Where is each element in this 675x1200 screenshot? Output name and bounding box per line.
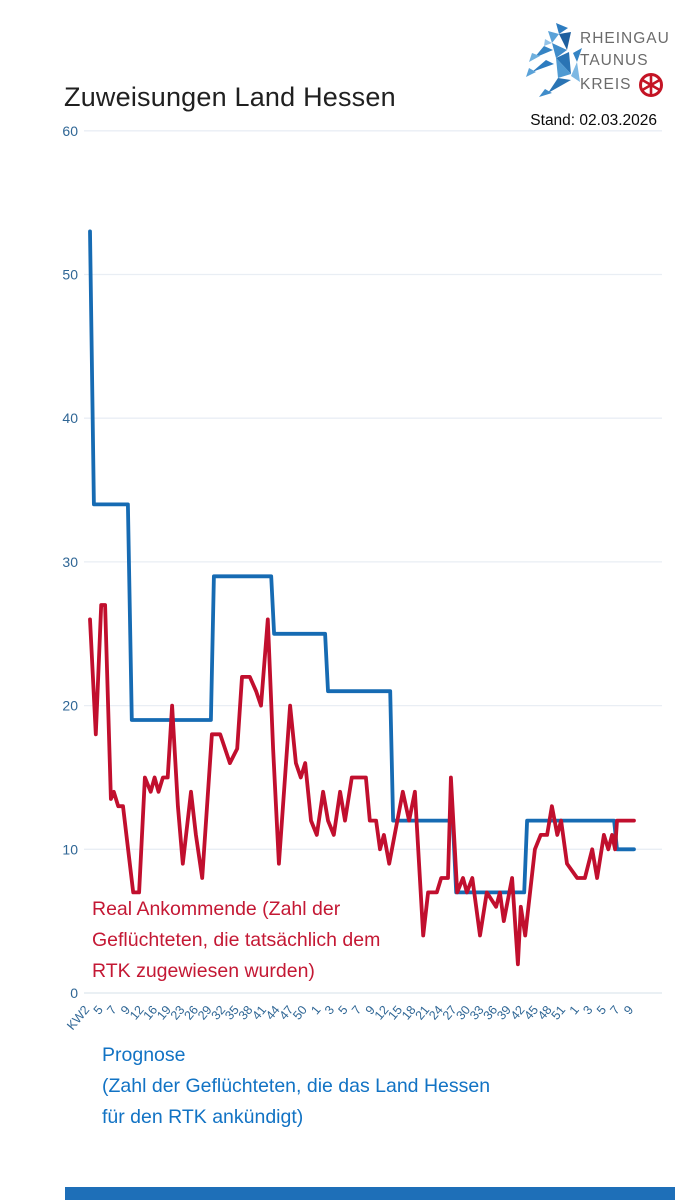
x-axis-tick-12: 12 bbox=[127, 1003, 147, 1023]
x-axis-tick-26: 26 bbox=[181, 1003, 201, 1023]
x-axis-tick-19: 19 bbox=[154, 1003, 174, 1023]
x-axis-tick-3: 3 bbox=[580, 1003, 595, 1017]
x-axis-tick-9: 9 bbox=[621, 1003, 636, 1017]
footer-bar bbox=[65, 1187, 675, 1200]
x-axis-tick-18: 18 bbox=[399, 1003, 419, 1023]
lion-emblem-icon bbox=[526, 23, 582, 97]
x-axis-tick-29: 29 bbox=[195, 1003, 215, 1023]
x-axis-tick-KW2: KW2 bbox=[64, 1003, 92, 1033]
legend-real-ankommende: Real Ankommende (Zahl der Geflüchteten, … bbox=[92, 898, 381, 982]
real-ankommende-line bbox=[88, 603, 636, 967]
x-axis-tick-24: 24 bbox=[426, 1003, 446, 1023]
x-axis-tick-1: 1 bbox=[567, 1003, 582, 1017]
x-axis-tick-35: 35 bbox=[222, 1003, 242, 1023]
x-axis-tick-3: 3 bbox=[322, 1003, 337, 1017]
wheel-icon bbox=[638, 73, 663, 97]
page-title: Zuweisungen Land Hessen bbox=[64, 82, 396, 112]
y-axis-tick-50: 50 bbox=[62, 267, 78, 283]
x-axis-tick-15: 15 bbox=[385, 1003, 405, 1023]
x-axis-tick-7: 7 bbox=[104, 1003, 119, 1017]
x-axis-tick-39: 39 bbox=[494, 1003, 514, 1023]
legend-prognose-title: Prognose bbox=[102, 1044, 186, 1066]
x-axis-tick-45: 45 bbox=[521, 1003, 541, 1023]
rheingau-taunus-kreis-logo: RHEINGAU TAUNUS KREIS bbox=[526, 20, 669, 100]
y-axis-tick-20: 20 bbox=[62, 698, 78, 714]
prognose-line bbox=[88, 229, 636, 895]
x-axis-tick-1: 1 bbox=[308, 1003, 323, 1017]
date-stamp: Stand: 02.03.2026 bbox=[530, 112, 657, 129]
logo-line-2: TAUNUS bbox=[580, 52, 649, 69]
x-axis-tick-30: 30 bbox=[453, 1003, 473, 1023]
y-axis-tick-30: 30 bbox=[62, 554, 78, 570]
logo-line-3: KREIS bbox=[580, 76, 632, 93]
logo-line-1: RHEINGAU bbox=[580, 30, 670, 47]
y-axis-tick-40: 40 bbox=[62, 410, 78, 426]
y-axis-tick-60: 60 bbox=[62, 123, 78, 139]
legend-prognose-subtitle: (Zahl der Geflüchteten, die das Land Hes… bbox=[102, 1075, 491, 1128]
y-axis-tick-10: 10 bbox=[62, 841, 78, 857]
y-axis-tick-0: 0 bbox=[70, 985, 78, 1001]
x-axis-tick-48: 48 bbox=[535, 1003, 555, 1023]
x-axis-tick-41: 41 bbox=[249, 1003, 269, 1023]
x-axis-tick-5: 5 bbox=[594, 1003, 609, 1017]
x-axis-tick-51: 51 bbox=[549, 1003, 569, 1023]
logo-wordmark: RHEINGAU TAUNUS KREIS bbox=[580, 28, 670, 98]
x-axis-tick-7: 7 bbox=[349, 1003, 364, 1017]
x-axis-tick-33: 33 bbox=[467, 1003, 487, 1023]
x-axis-tick-44: 44 bbox=[263, 1003, 283, 1023]
x-axis-tick-5: 5 bbox=[336, 1003, 351, 1017]
x-axis-tick-5: 5 bbox=[91, 1003, 106, 1017]
x-axis-tick-7: 7 bbox=[608, 1003, 623, 1017]
x-axis-tick-50: 50 bbox=[290, 1003, 310, 1023]
legend-prognose: Prognose (Zahl der Geflüchteten, die das… bbox=[102, 1040, 492, 1133]
